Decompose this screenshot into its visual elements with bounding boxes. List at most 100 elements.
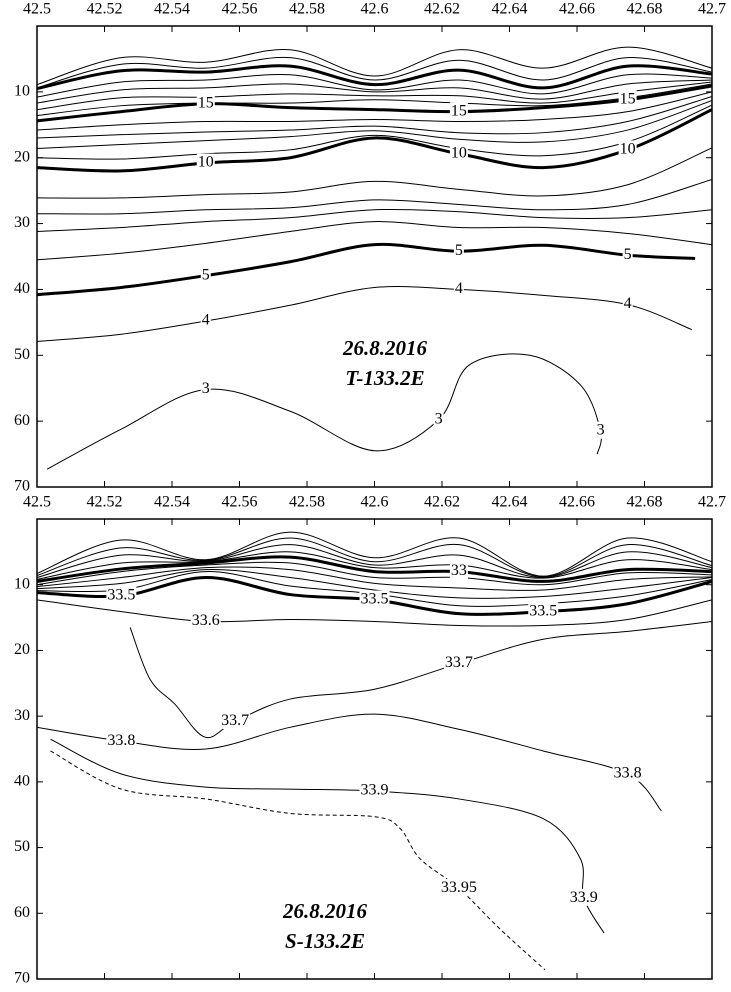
label-bg bbox=[528, 602, 559, 620]
contour-line bbox=[50, 738, 605, 934]
contour-line bbox=[37, 713, 662, 812]
contour-label: 33.8 bbox=[107, 732, 135, 749]
label-bg bbox=[220, 712, 251, 730]
x-tick-label: 42.7 bbox=[698, 494, 726, 511]
contour-line bbox=[37, 147, 712, 199]
contour-line bbox=[37, 95, 712, 139]
contour-line bbox=[37, 221, 712, 261]
contour-line bbox=[37, 81, 712, 111]
label-bg bbox=[106, 586, 137, 604]
contour-label: 33.9 bbox=[361, 782, 389, 799]
y-tick-label: 70 bbox=[14, 478, 30, 495]
y-tick-label: 60 bbox=[14, 412, 30, 429]
x-tick-label: 42.56 bbox=[222, 1, 258, 18]
label-bg bbox=[449, 102, 468, 120]
label-bg bbox=[595, 421, 606, 439]
x-tick-label: 42.68 bbox=[627, 1, 663, 18]
contour-line bbox=[37, 84, 712, 123]
x-tick-label: 42.64 bbox=[492, 494, 528, 511]
annotation: T-133.2E bbox=[345, 366, 424, 390]
label-bg bbox=[453, 280, 464, 298]
x-tick-label: 42.5 bbox=[23, 1, 51, 18]
contour-line bbox=[46, 353, 602, 470]
label-bg bbox=[359, 590, 390, 608]
contour-label: 33.5 bbox=[107, 587, 135, 604]
contour-line bbox=[37, 537, 712, 578]
contour-label: 10 bbox=[451, 144, 467, 161]
contour-label: 33.7 bbox=[221, 712, 249, 729]
x-tick-label: 42.62 bbox=[424, 1, 460, 18]
contour-line bbox=[37, 64, 712, 91]
contour-label: 33.5 bbox=[361, 591, 389, 608]
y-tick-label: 60 bbox=[14, 904, 30, 921]
label-bg bbox=[622, 295, 633, 313]
y-tick-label: 10 bbox=[14, 575, 30, 592]
label-bg bbox=[106, 731, 137, 749]
label-bg bbox=[622, 245, 633, 263]
x-tick-label: 42.58 bbox=[289, 494, 325, 511]
x-tick-label: 42.54 bbox=[154, 1, 190, 18]
label-bg bbox=[196, 94, 215, 112]
x-tick-label: 42.54 bbox=[154, 494, 190, 511]
contours bbox=[37, 46, 712, 470]
label-bg bbox=[359, 781, 390, 799]
contour-line bbox=[37, 99, 712, 149]
panel: 33 33.5 33.5 33.5 33.6 33.7 33.7 33.8 33.8 33.9 33… bbox=[14, 494, 726, 987]
plot-frame bbox=[36, 25, 713, 488]
contour-line bbox=[37, 73, 712, 98]
label-bg bbox=[449, 562, 468, 580]
x-tick-label: 42.64 bbox=[492, 1, 528, 18]
contour-label: 15 bbox=[198, 94, 214, 111]
x-tick-label: 42.52 bbox=[87, 494, 123, 511]
contour-line bbox=[37, 544, 712, 578]
contour-label: 10 bbox=[620, 140, 636, 157]
x-tick-label: 42.7 bbox=[698, 1, 726, 18]
x-tick-label: 42.58 bbox=[289, 1, 325, 18]
contour-line bbox=[37, 56, 712, 89]
contour-line bbox=[37, 566, 712, 591]
contour-line bbox=[37, 108, 712, 173]
contour-label: 33 bbox=[451, 562, 467, 579]
contour-label: 4 bbox=[202, 312, 210, 329]
plot-frame bbox=[36, 518, 713, 980]
contour-line bbox=[37, 208, 712, 232]
label-bg bbox=[449, 144, 468, 162]
contour-label: 5 bbox=[624, 246, 632, 263]
contour-label: 5 bbox=[455, 242, 463, 259]
contour-line bbox=[37, 551, 712, 580]
x-tick-label: 42.62 bbox=[424, 494, 460, 511]
contour-label: 5 bbox=[202, 266, 210, 283]
contour-label: 3 bbox=[435, 410, 443, 427]
x-tick-label: 42.6 bbox=[361, 1, 389, 18]
contour-line bbox=[37, 561, 712, 586]
contour-line bbox=[37, 599, 712, 627]
contour-label: 33.8 bbox=[614, 765, 642, 782]
x-tick-label: 42.66 bbox=[559, 494, 595, 511]
x-tick-label: 42.6 bbox=[361, 494, 389, 511]
contours bbox=[37, 531, 712, 971]
label-bg bbox=[439, 878, 478, 896]
contour-line bbox=[37, 46, 712, 86]
x-tick-label: 42.56 bbox=[222, 494, 258, 511]
y-tick-label: 40 bbox=[14, 773, 30, 790]
label-bg bbox=[200, 380, 211, 398]
y-tick-label: 20 bbox=[14, 641, 30, 658]
label-bg bbox=[618, 90, 637, 108]
label-bg bbox=[200, 266, 211, 284]
y-tick-label: 20 bbox=[14, 148, 30, 165]
y-tick-label: 50 bbox=[14, 346, 30, 363]
contour-label: 15 bbox=[451, 102, 467, 119]
contour-line bbox=[37, 91, 712, 131]
label-bg bbox=[443, 654, 474, 672]
x-tick-label: 42.5 bbox=[23, 494, 51, 511]
contour-label: 33.95 bbox=[441, 879, 477, 896]
label-bg bbox=[618, 140, 637, 158]
annotation: 26.8.2016 bbox=[282, 899, 368, 923]
x-tick-label: 42.68 bbox=[627, 494, 663, 511]
contour-label: 15 bbox=[620, 90, 636, 107]
y-tick-label: 30 bbox=[14, 707, 30, 724]
label-bg bbox=[612, 764, 643, 782]
contour-label: 3 bbox=[202, 380, 210, 397]
